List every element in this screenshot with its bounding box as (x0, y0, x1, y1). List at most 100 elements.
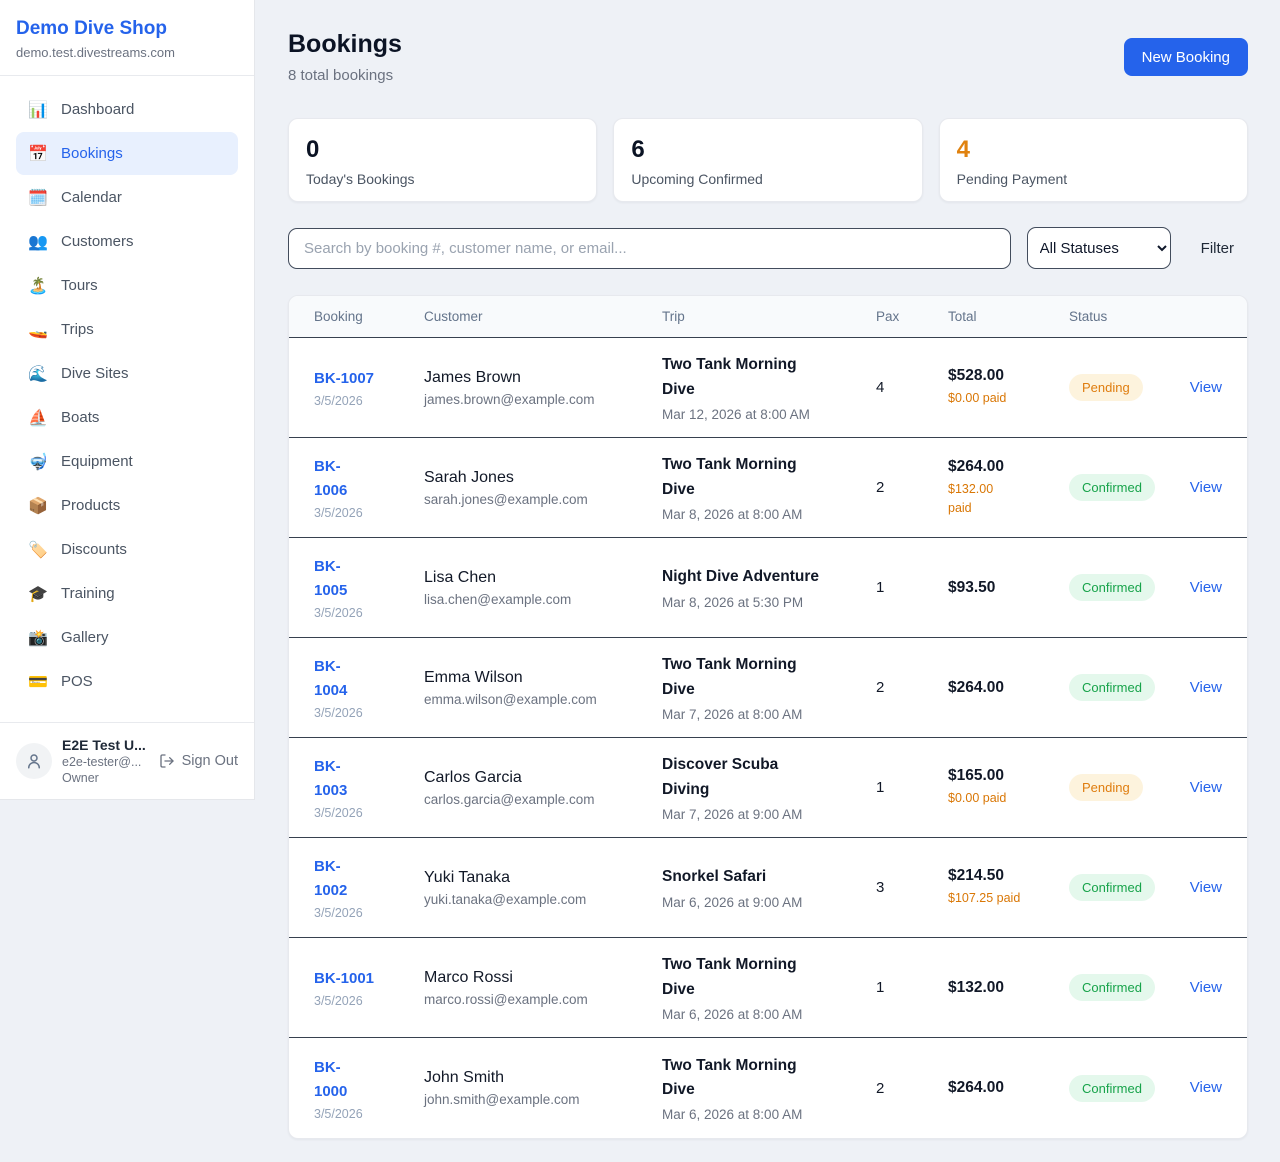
customer-name: James Brown (424, 368, 521, 386)
new-booking-button[interactable]: New Booking (1123, 38, 1248, 76)
cell-trip: Two Tank Morning Dive Mar 6, 2026 at 8:0… (662, 953, 876, 1021)
sign-out-label: Sign Out (181, 753, 238, 769)
cell-status: Confirmed (1069, 474, 1181, 501)
paid-amount: $107.25 paid (948, 891, 1021, 906)
booking-number-link[interactable]: BK- 1004 (314, 658, 348, 699)
sidebar-item-products[interactable]: 📦 Products (16, 484, 238, 527)
cell-total: $264.00 (948, 679, 1069, 697)
cell-pax: 2 (876, 679, 885, 696)
view-link[interactable]: View (1189, 578, 1222, 596)
booking-number-link[interactable]: BK- 1006 (314, 458, 348, 499)
booking-number-link[interactable]: BK-1007 (314, 370, 375, 387)
cell-booking: BK- 1002 3/5/2026 (314, 855, 424, 920)
status-filter-select[interactable]: All Statuses (1026, 227, 1171, 269)
sidebar-item-label: Equipment (61, 453, 133, 470)
table-row: BK- 1003 3/5/2026 Carlos Garcia carlos.g… (289, 738, 1247, 838)
people-icon: 👥 (28, 233, 48, 251)
sidebar-item-equipment[interactable]: 🤿 Equipment (16, 440, 238, 483)
booking-number-link[interactable]: BK- 1000 (314, 1058, 348, 1100)
sidebar-item-label: Bookings (61, 145, 123, 162)
sidebar-user-footer: E2E Test U... e2e-tester@... Owner Sign … (0, 722, 254, 799)
sidebar-item-tours[interactable]: 🏝️ Tours (16, 264, 238, 307)
view-link[interactable]: View (1189, 978, 1222, 996)
booking-date: 3/5/2026 (314, 806, 363, 820)
sidebar-item-calendar[interactable]: 🗓️ Calendar (16, 176, 238, 219)
booking-date: 3/5/2026 (314, 506, 363, 520)
booking-number-link[interactable]: BK- 1003 (314, 758, 348, 799)
sidebar-item-label: Dive Sites (61, 365, 129, 382)
cell-trip: Night Dive Adventure Mar 8, 2026 at 5:30… (662, 565, 876, 609)
stat-value: 4 (956, 136, 971, 163)
calendar-icon: 📅 (28, 145, 48, 163)
table-row: BK- 1006 3/5/2026 Sarah Jones sarah.jone… (289, 438, 1247, 538)
sidebar-item-customers[interactable]: 👥 Customers (16, 220, 238, 263)
cell-customer: Marco Rossi marco.rossi@example.com (424, 969, 662, 1007)
column-header-total: Total (948, 309, 977, 324)
sidebar-item-dive-sites[interactable]: 🌊 Dive Sites (16, 352, 238, 395)
cell-pax: 1 (876, 779, 885, 796)
status-badge: Confirmed (1069, 474, 1155, 501)
column-header-trip: Trip (662, 309, 685, 324)
cell-booking: BK-1001 3/5/2026 (314, 967, 424, 1008)
status-badge: Pending (1069, 774, 1143, 801)
main-content: Bookings 8 total bookings New Booking 0 … (255, 0, 1280, 1139)
cell-booking: BK- 1003 3/5/2026 (314, 755, 424, 820)
filter-button[interactable]: Filter (1187, 240, 1248, 257)
cell-pax: 1 (876, 979, 885, 996)
sidebar-item-training[interactable]: 🎓 Training (16, 572, 238, 615)
cell-actions: View (1181, 979, 1222, 997)
booking-number-link[interactable]: BK-1001 (314, 970, 375, 987)
cell-trip: Two Tank Morning Dive Mar 12, 2026 at 8:… (662, 353, 876, 421)
trip-datetime: Mar 12, 2026 at 8:00 AM (662, 406, 810, 422)
trip-datetime: Mar 6, 2026 at 8:00 AM (662, 1107, 803, 1123)
customer-name: Marco Rossi (424, 968, 513, 986)
cell-booking: BK-1007 3/5/2026 (314, 367, 424, 408)
sidebar-item-label: Tours (61, 277, 98, 294)
sidebar-item-gallery[interactable]: 📸 Gallery (16, 616, 238, 659)
user-role: Owner (62, 771, 99, 785)
cell-customer: James Brown james.brown@example.com (424, 369, 662, 407)
cell-total: $528.00 $0.00 paid (948, 367, 1069, 407)
cell-status: Confirmed (1069, 874, 1181, 901)
logout-icon (159, 754, 174, 768)
sidebar: Demo Dive Shop demo.test.divestreams.com… (0, 0, 255, 800)
cell-actions: View (1181, 579, 1222, 597)
sidebar-item-trips[interactable]: 🚤 Trips (16, 308, 238, 351)
spiral-calendar-icon: 🗓️ (28, 189, 48, 207)
view-link[interactable]: View (1189, 1079, 1222, 1096)
sailboat-icon: ⛵ (28, 409, 48, 427)
cell-total: $264.00 (948, 1079, 1069, 1097)
customer-name: John Smith (424, 1069, 505, 1086)
sidebar-item-dashboard[interactable]: 📊 Dashboard (16, 88, 238, 131)
camera-icon: 📸 (28, 629, 48, 647)
cell-trip: Two Tank Morning Dive Mar 8, 2026 at 8:0… (662, 453, 876, 521)
customer-email: lisa.chen@example.com (424, 591, 572, 607)
sidebar-item-label: Customers (61, 233, 134, 250)
view-link[interactable]: View (1189, 878, 1222, 896)
booking-number-link[interactable]: BK- 1002 (314, 858, 348, 899)
person-icon (28, 754, 40, 769)
sidebar-item-label: Gallery (61, 629, 109, 646)
sidebar-item-bookings[interactable]: 📅 Bookings (16, 132, 238, 175)
sidebar-item-pos[interactable]: 💳 POS (16, 660, 238, 703)
sidebar-item-label: Products (61, 497, 121, 514)
cell-status: Confirmed (1069, 1074, 1181, 1102)
search-input[interactable] (288, 227, 1011, 269)
cell-total: $93.50 (948, 579, 1069, 597)
sidebar-item-boats[interactable]: ⛵ Boats (16, 396, 238, 439)
view-link[interactable]: View (1189, 678, 1222, 696)
user-name: E2E Test U... (62, 737, 146, 753)
trip-name: Discover Scuba Diving (662, 756, 779, 798)
view-link[interactable]: View (1189, 778, 1222, 796)
view-link[interactable]: View (1189, 478, 1222, 496)
cell-total: $214.50 $107.25 paid (948, 867, 1069, 907)
cell-customer: Lisa Chen lisa.chen@example.com (424, 569, 662, 607)
paid-amount: $0.00 paid (948, 791, 1007, 806)
sidebar-item-discounts[interactable]: 🏷️ Discounts (16, 528, 238, 571)
view-link[interactable]: View (1189, 378, 1222, 396)
sign-out-button[interactable]: Sign Out (159, 753, 238, 769)
cell-customer: John Smith john.smith@example.com (424, 1069, 662, 1107)
booking-date: 3/5/2026 (314, 606, 363, 620)
booking-number-link[interactable]: BK- 1005 (314, 558, 348, 599)
cell-status: Pending (1069, 374, 1181, 401)
